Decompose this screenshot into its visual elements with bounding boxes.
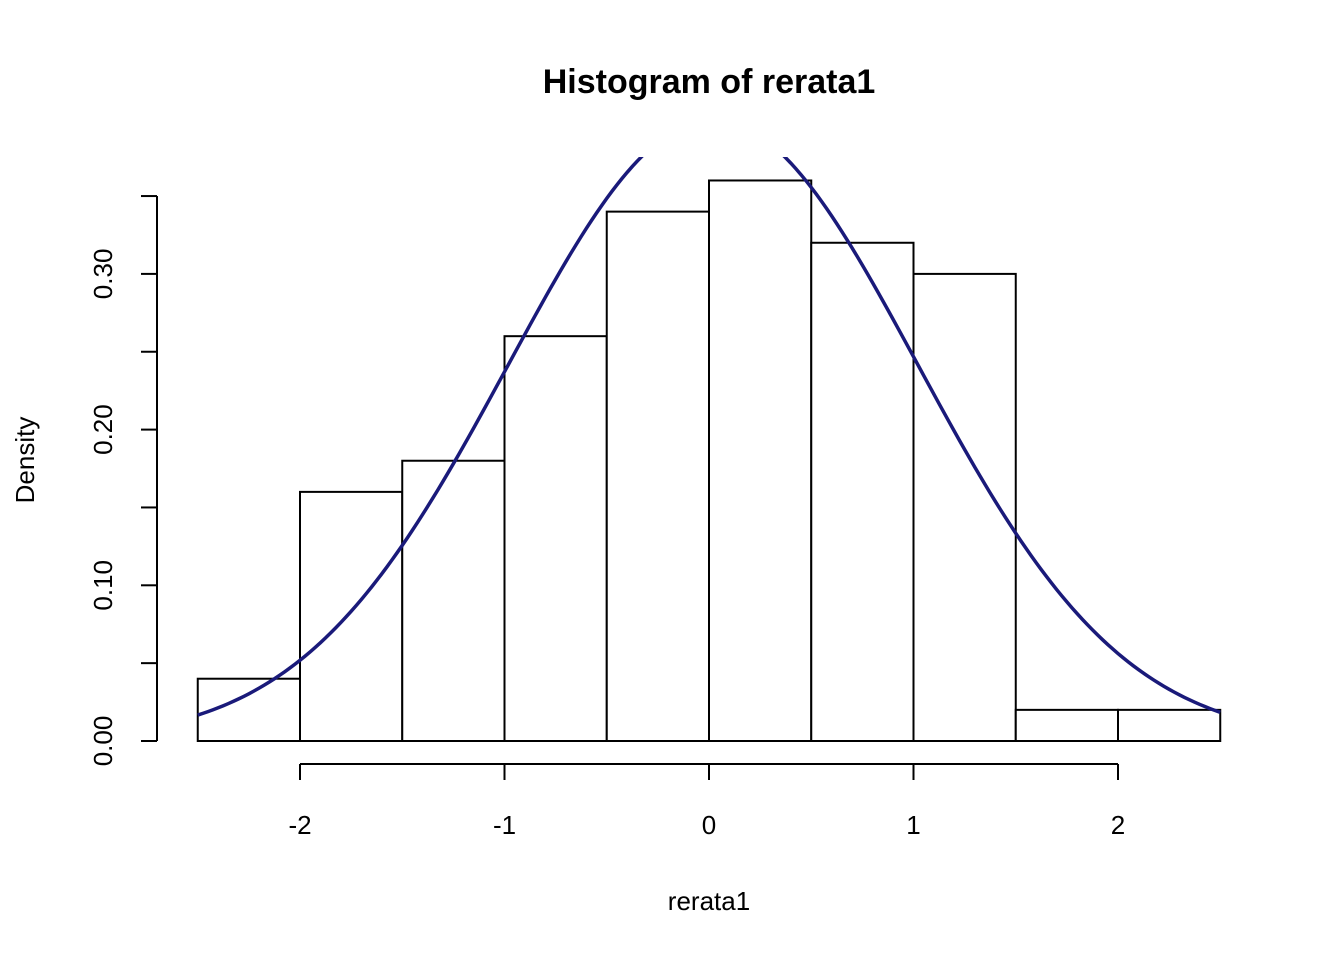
- x-tick-label: 2: [1111, 810, 1125, 840]
- y-tick-label: 0.20: [88, 404, 118, 455]
- x-tick-label: 1: [906, 810, 920, 840]
- x-axis: -2 -1 0 1 2: [288, 763, 1125, 840]
- histogram-bars: [196, 179, 1222, 743]
- histogram-bar-5: [605, 210, 710, 742]
- x-tick-label: -2: [288, 810, 311, 840]
- y-axis-label: Density: [10, 417, 40, 504]
- histogram-bar-4: [503, 335, 608, 742]
- x-tick-label: -1: [493, 810, 516, 840]
- x-tick-label: 0: [702, 810, 716, 840]
- histogram-bar-10: [1117, 708, 1222, 742]
- histogram-bar-3: [401, 459, 506, 742]
- histogram-bar-2: [299, 490, 404, 742]
- normal-density-curve: [197, 157, 1221, 717]
- histogram-bar-6: [708, 179, 813, 743]
- y-tick-label: 0.00: [88, 716, 118, 767]
- histogram-bar-9: [1014, 708, 1119, 742]
- y-tick-label: 0.30: [88, 249, 118, 300]
- chart-title: Histogram of rerata1: [543, 63, 876, 101]
- y-axis: 0.00 0.10 0.20 0.30: [88, 195, 158, 767]
- y-tick-label: 0.10: [88, 560, 118, 611]
- x-axis-label: rerata1: [668, 886, 750, 916]
- histogram-bar-7: [810, 241, 915, 742]
